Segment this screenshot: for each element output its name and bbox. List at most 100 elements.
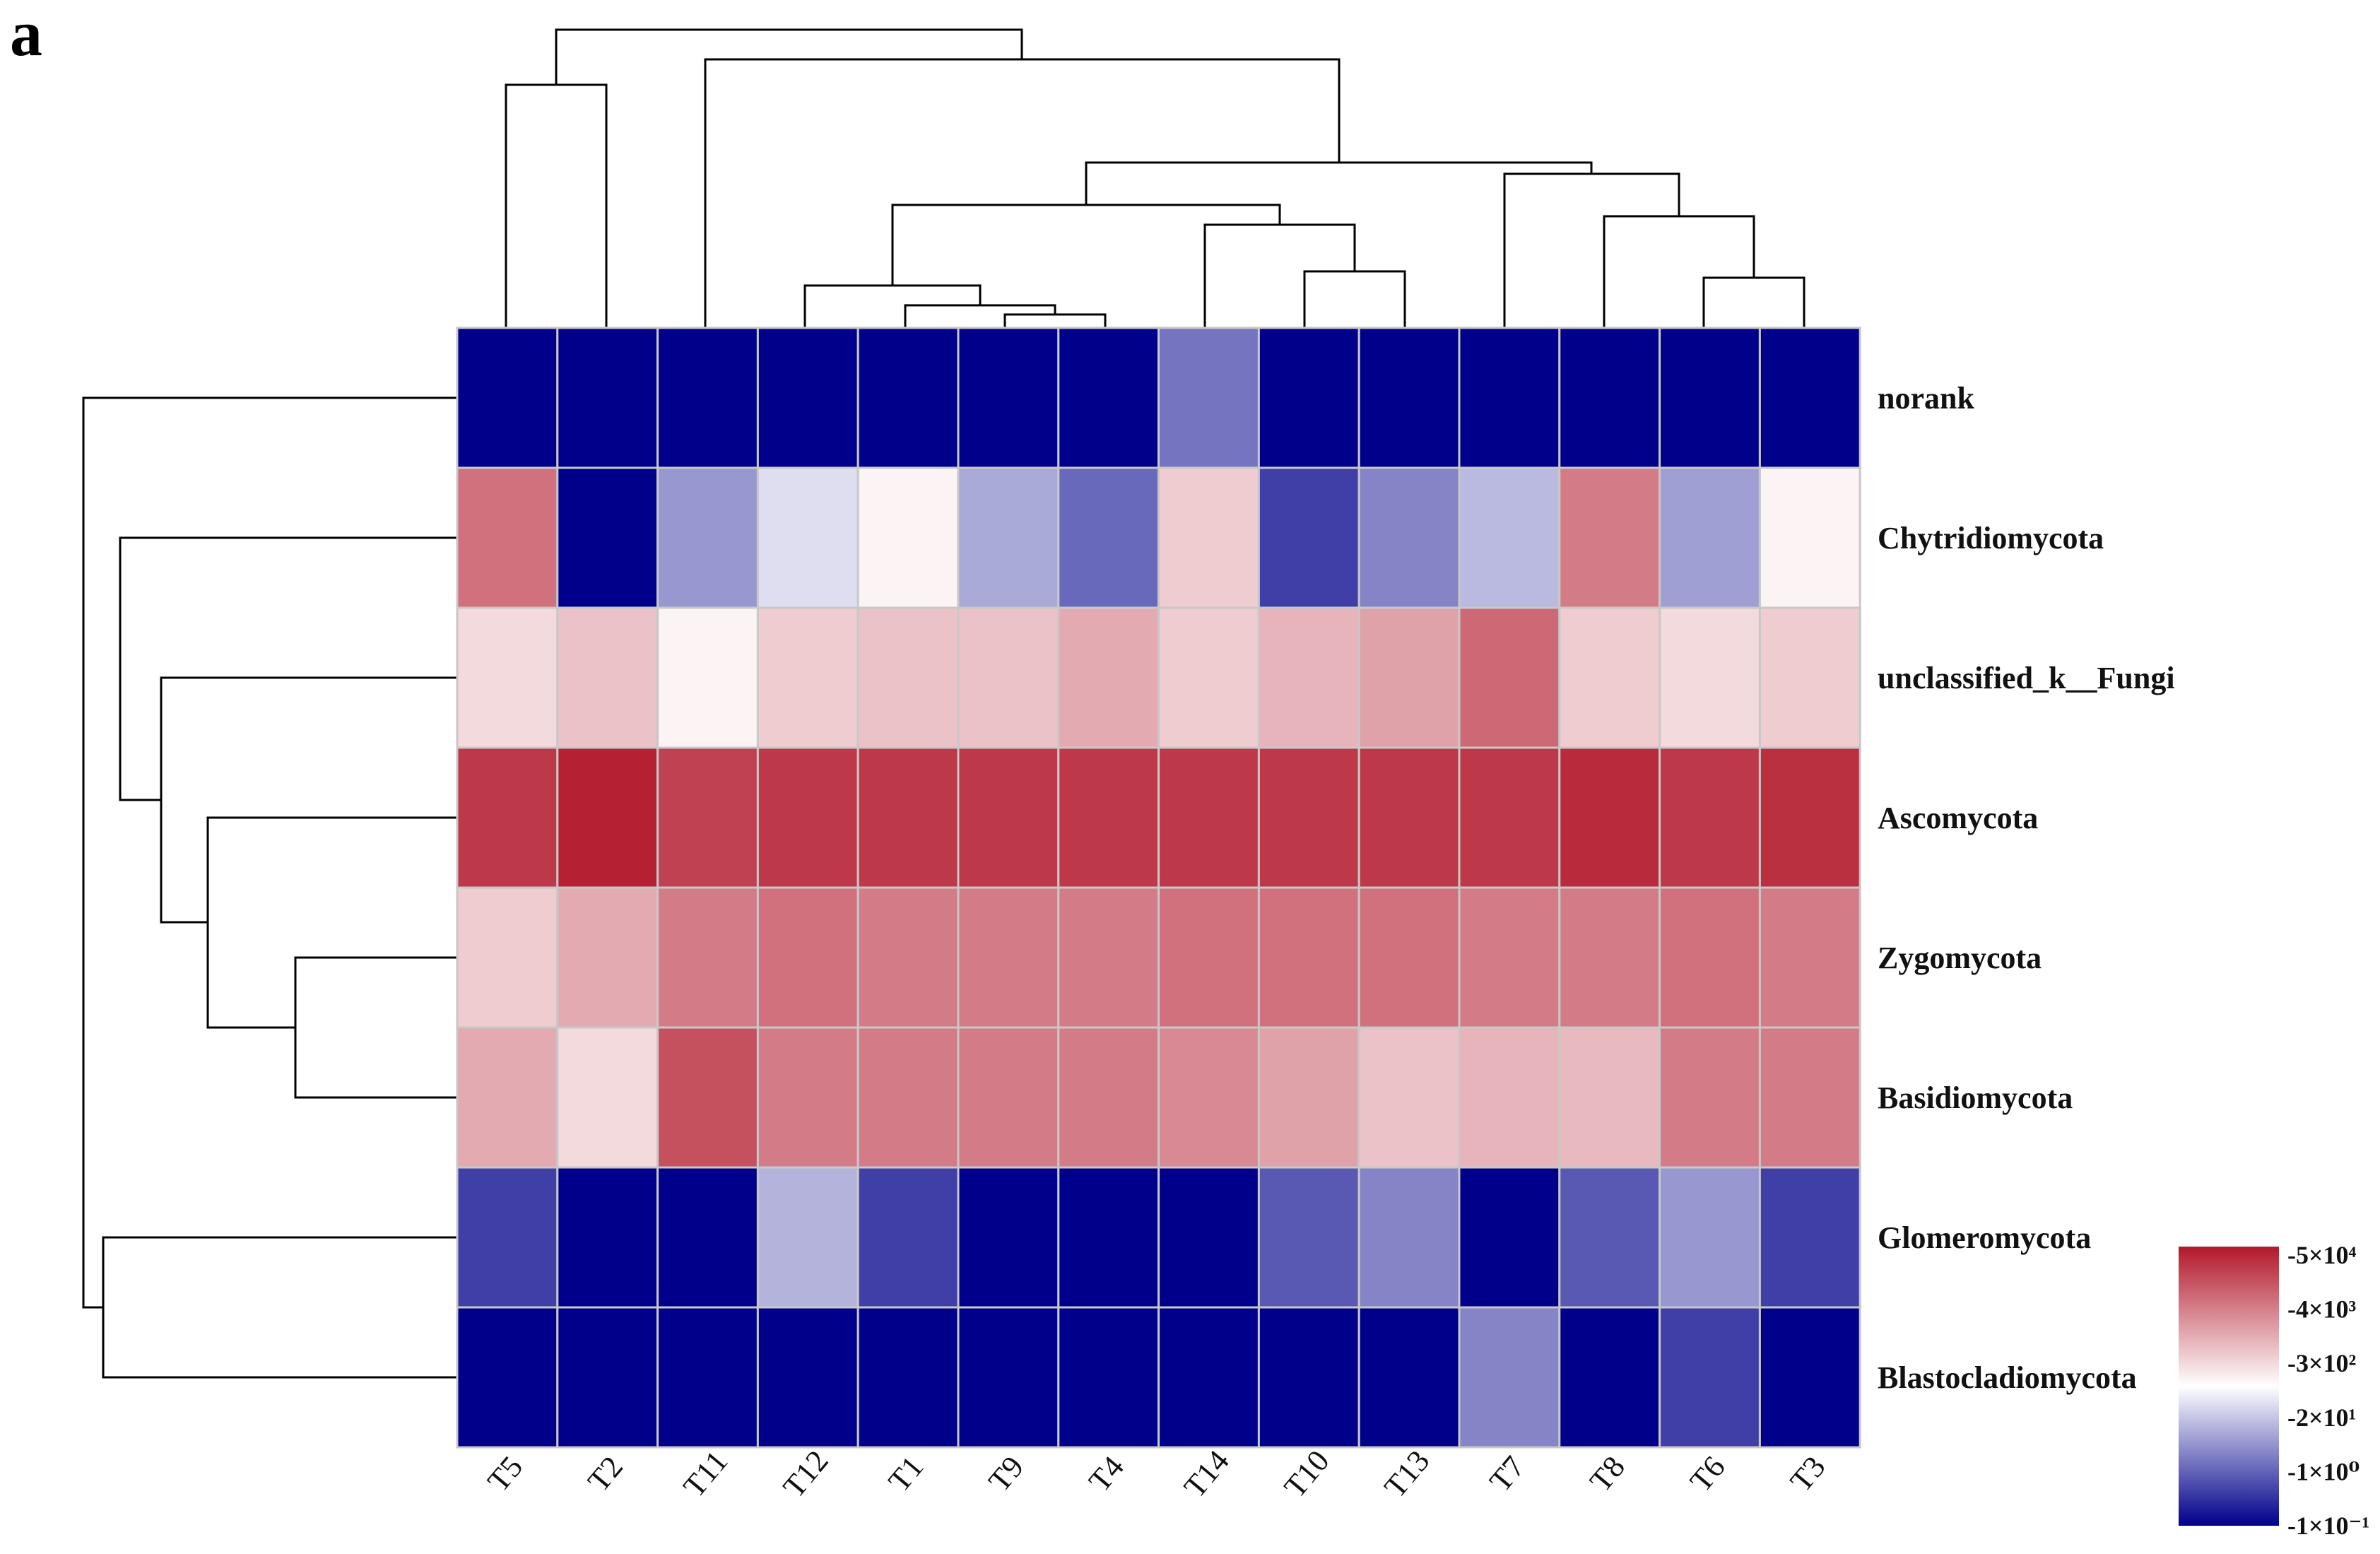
heatmap-cell — [1057, 466, 1160, 609]
heatmap-cell — [856, 466, 960, 609]
heatmap-cell — [1257, 606, 1360, 749]
heatmap-cell — [1157, 1166, 1260, 1309]
dendro-branch — [206, 816, 457, 1029]
column-label: T9 — [982, 1449, 1030, 1498]
column-label: T7 — [1483, 1449, 1531, 1498]
column-label: T6 — [1683, 1449, 1732, 1498]
heatmap-cell — [1257, 886, 1360, 1029]
row-label: Blastocladiomycota — [1878, 1360, 2137, 1395]
heatmap-cell — [1659, 1306, 1761, 1449]
column-dendrogram — [505, 28, 1805, 327]
dendro-branch — [82, 396, 457, 1309]
column-label: T2 — [581, 1449, 630, 1498]
heatmap-cell — [1458, 466, 1561, 609]
column-label: T8 — [1583, 1449, 1632, 1498]
heatmap-cell — [1057, 326, 1160, 469]
heatmap-cell — [456, 466, 559, 609]
heatmap-cell — [456, 326, 559, 469]
heatmap-cell — [556, 606, 659, 749]
legend-label: -5×10⁴ — [2287, 1241, 2357, 1269]
heatmap-cell — [1758, 466, 1861, 609]
heatmap-cell — [1659, 886, 1761, 1029]
dendro-branch — [1085, 161, 1593, 205]
column-label: T1 — [882, 1449, 931, 1498]
legend-colorbar — [2179, 1247, 2279, 1526]
heatmap-cell — [756, 466, 859, 609]
heatmap-cell — [656, 1026, 759, 1169]
heatmap-cell — [1458, 1166, 1561, 1309]
heatmap-cell — [1659, 606, 1761, 749]
heatmap-cell — [756, 1166, 859, 1309]
column-label: T14 — [1177, 1444, 1236, 1505]
dendro-branch — [1503, 172, 1680, 327]
heatmap-cell — [456, 606, 559, 749]
dendro-branch — [1003, 313, 1107, 327]
heatmap-cell — [1659, 746, 1761, 889]
heatmap-cell — [1157, 466, 1260, 609]
legend-label: -2×10¹ — [2287, 1403, 2356, 1432]
heatmap-cell — [856, 326, 960, 469]
heatmap-cell — [856, 886, 960, 1029]
dendro-branch — [294, 956, 457, 1099]
dendro-branch — [119, 536, 457, 801]
heatmap-cell — [957, 466, 1060, 609]
heatmap-cell — [1357, 1026, 1461, 1169]
heatmap-cell — [1558, 1306, 1661, 1449]
heatmap-cell — [1357, 746, 1461, 889]
heatmap-cell — [1157, 326, 1260, 469]
heatmap-cell — [556, 1026, 659, 1169]
row-label: Chytridiomycota — [1878, 521, 2104, 555]
column-label: T5 — [481, 1449, 529, 1498]
heatmap-cell — [1659, 1026, 1761, 1169]
legend-label: -1×10⁻¹ — [2287, 1512, 2369, 1540]
heatmap-cell — [1758, 1306, 1861, 1449]
heatmap-cell — [1357, 886, 1461, 1029]
heatmap-cell — [656, 466, 759, 609]
heatmap-cell — [957, 606, 1060, 749]
heatmap-cell — [1257, 326, 1360, 469]
row-dendrogram — [82, 396, 457, 1379]
heatmap-cell — [656, 326, 759, 469]
heatmap-cell — [1758, 746, 1861, 889]
heatmap-cell — [756, 326, 859, 469]
column-label: T4 — [1082, 1449, 1131, 1498]
heatmap-cell — [1558, 746, 1661, 889]
heatmap-cell — [756, 1306, 859, 1449]
heatmap-cell — [1157, 1026, 1260, 1169]
row-label: Ascomycota — [1878, 801, 2038, 835]
row-label: Glomeromycota — [1878, 1220, 2091, 1255]
heatmap-cell — [556, 886, 659, 1029]
legend-label: -3×10² — [2287, 1349, 2356, 1377]
heatmap-cell — [456, 1306, 559, 1449]
heatmap-cells — [456, 326, 1861, 1449]
heatmap-cell — [1558, 1166, 1661, 1309]
heatmap-cell — [1758, 886, 1861, 1029]
heatmap-cell — [1758, 326, 1861, 469]
heatmap-cell — [1157, 746, 1260, 889]
row-label: norank — [1878, 381, 1974, 416]
legend-labels: -5×10⁴ -4×10³ -3×10² -2×10¹ -1×10⁰ -1×10⁻¹ — [2287, 1241, 2369, 1540]
heatmap-cell — [1758, 606, 1861, 749]
heatmap-cell — [656, 1306, 759, 1449]
heatmap-cell — [1157, 886, 1260, 1029]
heatmap-cell — [756, 746, 859, 889]
heatmap-cell — [1659, 466, 1761, 609]
heatmap-cell — [1257, 1306, 1360, 1449]
heatmap-cell — [656, 746, 759, 889]
heatmap-cell — [957, 746, 1060, 889]
dendro-branch — [704, 58, 1341, 327]
dendro-branch — [1203, 223, 1356, 327]
heatmap-cell — [456, 1026, 559, 1169]
column-label: T11 — [676, 1444, 734, 1504]
column-label: T13 — [1377, 1444, 1436, 1505]
heatmap-cell — [656, 1166, 759, 1309]
heatmap-cell — [1057, 746, 1160, 889]
heatmap-cell — [1257, 1166, 1360, 1309]
dendro-branch — [555, 28, 1023, 85]
heatmap-cell — [856, 1166, 960, 1309]
heatmap-cell — [1257, 1026, 1360, 1169]
dendro-branch — [102, 1236, 457, 1379]
dendro-branch — [891, 204, 1281, 286]
color-legend: -5×10⁴ -4×10³ -3×10² -2×10¹ -1×10⁰ -1×10⁻¹ — [2179, 1241, 2369, 1540]
